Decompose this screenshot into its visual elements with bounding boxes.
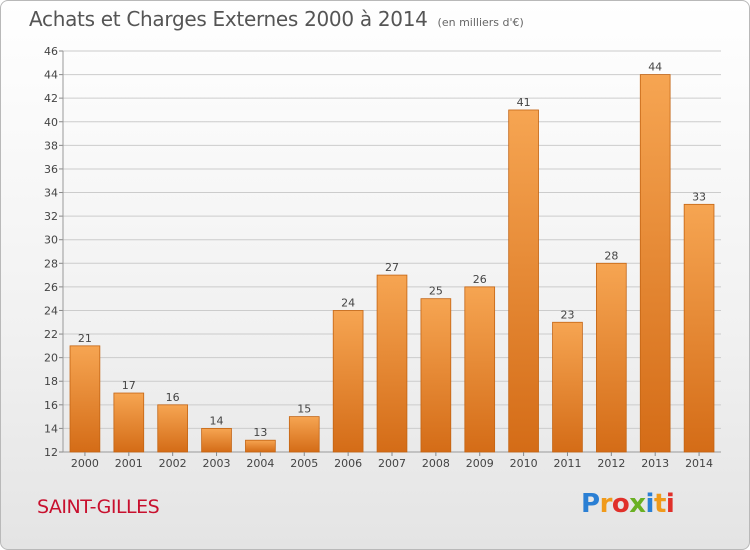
logo-letter: r bbox=[599, 489, 613, 519]
bar bbox=[596, 262, 627, 453]
y-tick-label: 40 bbox=[44, 116, 58, 129]
data-label: 24 bbox=[341, 296, 355, 309]
logo-letter: i bbox=[665, 489, 675, 519]
x-tick-label: 2007 bbox=[378, 457, 406, 470]
y-tick-label: 12 bbox=[44, 446, 58, 459]
bar bbox=[288, 416, 320, 453]
proxiti-logo: Proxiti bbox=[581, 489, 675, 519]
x-tick-label: 2014 bbox=[685, 457, 713, 470]
logo-letter: t bbox=[653, 489, 666, 519]
data-label: 17 bbox=[122, 379, 136, 392]
bar bbox=[157, 404, 188, 453]
y-tick-label: 32 bbox=[44, 210, 58, 223]
data-label: 14 bbox=[210, 414, 224, 427]
logo-letter: x bbox=[629, 489, 646, 519]
y-tick-label: 42 bbox=[44, 92, 58, 105]
bar bbox=[683, 203, 715, 453]
bar bbox=[332, 310, 364, 453]
data-label: 26 bbox=[473, 273, 487, 286]
data-label: 21 bbox=[78, 332, 92, 345]
x-tick-label: 2012 bbox=[597, 457, 625, 470]
chart-title: Achats et Charges Externes 2000 à 2014 (e… bbox=[29, 7, 524, 31]
y-tick-label: 34 bbox=[44, 187, 58, 200]
y-tick-label: 24 bbox=[44, 304, 58, 317]
bar bbox=[464, 286, 496, 453]
logo-letter: P bbox=[581, 489, 600, 519]
x-tick-label: 2008 bbox=[422, 457, 450, 470]
city-label: SAINT-GILLES bbox=[37, 496, 160, 518]
bar bbox=[508, 109, 539, 453]
data-label: 33 bbox=[692, 190, 706, 203]
bar bbox=[420, 298, 452, 453]
x-tick-label: 2009 bbox=[466, 457, 494, 470]
x-tick-label: 2001 bbox=[115, 457, 143, 470]
y-tick-label: 28 bbox=[44, 257, 58, 270]
y-tick-label: 16 bbox=[44, 399, 58, 412]
chart-subtitle: (en milliers d'€) bbox=[437, 16, 524, 29]
bar bbox=[552, 321, 583, 453]
x-tick-label: 2006 bbox=[334, 457, 362, 470]
y-tick-label: 44 bbox=[44, 69, 58, 82]
data-label: 13 bbox=[253, 426, 267, 439]
data-label: 41 bbox=[517, 96, 531, 109]
bar bbox=[245, 439, 276, 453]
x-tick-label: 2010 bbox=[510, 457, 538, 470]
data-label: 28 bbox=[604, 249, 618, 262]
y-tick-label: 18 bbox=[44, 375, 58, 388]
y-tick-label: 36 bbox=[44, 163, 58, 176]
y-tick-label: 46 bbox=[44, 45, 58, 58]
logo-letter: o bbox=[611, 489, 630, 519]
data-label: 23 bbox=[560, 308, 574, 321]
title-text: Achats et Charges Externes 2000 à 2014 bbox=[29, 7, 428, 31]
x-tick-label: 2002 bbox=[159, 457, 187, 470]
data-label: 15 bbox=[297, 403, 311, 416]
data-label: 27 bbox=[385, 261, 399, 274]
y-tick-label: 14 bbox=[44, 422, 58, 435]
x-tick-label: 2000 bbox=[71, 457, 99, 470]
data-label: 44 bbox=[648, 61, 662, 74]
x-tick-label: 2013 bbox=[641, 457, 669, 470]
bar bbox=[69, 345, 101, 453]
y-tick-label: 22 bbox=[44, 328, 58, 341]
bar bbox=[201, 428, 232, 453]
bar bbox=[639, 74, 671, 453]
data-label: 16 bbox=[166, 391, 180, 404]
x-tick-label: 2004 bbox=[246, 457, 274, 470]
bar bbox=[376, 274, 408, 453]
logo-letter: i bbox=[645, 489, 655, 519]
y-tick-label: 30 bbox=[44, 234, 58, 247]
y-tick-label: 38 bbox=[44, 139, 58, 152]
x-tick-label: 2003 bbox=[203, 457, 231, 470]
x-tick-label: 2005 bbox=[290, 457, 318, 470]
bar bbox=[113, 392, 145, 453]
y-tick-label: 20 bbox=[44, 352, 58, 365]
data-label: 25 bbox=[429, 285, 443, 298]
y-tick-label: 26 bbox=[44, 281, 58, 294]
x-tick-label: 2011 bbox=[553, 457, 581, 470]
